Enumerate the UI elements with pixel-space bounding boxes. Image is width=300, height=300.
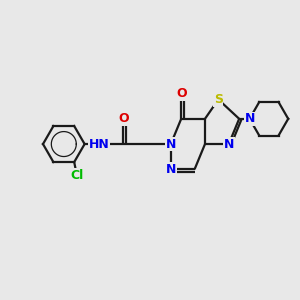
Text: N: N (166, 138, 176, 151)
Text: O: O (176, 87, 187, 100)
Text: N: N (166, 163, 176, 176)
Text: O: O (118, 112, 129, 125)
Text: HN: HN (89, 138, 110, 151)
Text: Cl: Cl (70, 169, 84, 182)
Text: N: N (244, 112, 255, 125)
Text: N: N (224, 138, 234, 151)
Text: S: S (214, 93, 223, 106)
